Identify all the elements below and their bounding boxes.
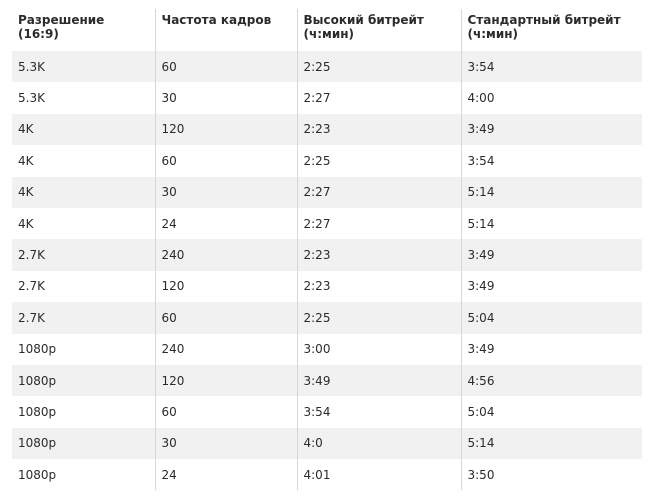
cell-standard-bitrate: 3:54 — [460, 145, 642, 177]
cell-resolution: 1080p — [12, 396, 155, 428]
table-row: 2.7K 240 2:23 3:49 — [12, 239, 642, 271]
cell-standard-bitrate: 5:14 — [460, 207, 642, 240]
cell-standard-bitrate: 3:49 — [460, 239, 642, 271]
table-row: 1080p 30 4:0 5:14 — [12, 427, 642, 460]
cell-resolution: 1080p — [12, 333, 155, 365]
cell-standard-bitrate: 5:04 — [460, 396, 642, 428]
cell-high-bitrate: 2:23 — [296, 239, 461, 271]
table-body: 5.3K 60 2:25 3:54 5.3K 30 2:27 4:00 4K 120 2:23 3:4… — [12, 51, 642, 491]
cell-frame-rate: 240 — [154, 333, 297, 365]
table-row: 4K 24 2:27 5:14 — [12, 207, 642, 240]
cell-resolution: 1080p — [12, 364, 155, 397]
cell-high-bitrate: 2:25 — [296, 51, 461, 83]
header-resolution: Разрешение (16:9) — [12, 9, 155, 51]
table-row: 4K 30 2:27 5:14 — [12, 176, 642, 208]
cell-resolution: 2.7K — [12, 239, 155, 271]
cell-frame-rate: 24 — [154, 459, 297, 491]
cell-high-bitrate: 3:49 — [296, 364, 461, 397]
cell-frame-rate: 30 — [154, 82, 297, 114]
cell-standard-bitrate: 5:14 — [460, 427, 642, 460]
cell-high-bitrate: 4:0 — [296, 427, 461, 460]
table-row: 5.3K 30 2:27 4:00 — [12, 82, 642, 114]
table-row: 1080p 120 3:49 4:56 — [12, 364, 642, 397]
header-high-bitrate: Высокий битрейт (ч:мин) — [296, 9, 461, 51]
cell-frame-rate: 30 — [154, 176, 297, 208]
cell-frame-rate: 60 — [154, 51, 297, 83]
cell-resolution: 4K — [12, 176, 155, 208]
cell-high-bitrate: 4:01 — [296, 459, 461, 491]
table-row: 4K 120 2:23 3:49 — [12, 113, 642, 146]
table-row: 2.7K 60 2:25 5:04 — [12, 302, 642, 334]
recording-time-table: Разрешение (16:9) Частота кадров Высокий… — [12, 9, 642, 491]
header-standard-bitrate: Стандартный битрейт (ч:мин) — [460, 9, 642, 51]
cell-standard-bitrate: 3:54 — [460, 51, 642, 83]
table-row: 4K 60 2:25 3:54 — [12, 145, 642, 177]
cell-resolution: 5.3K — [12, 82, 155, 114]
cell-standard-bitrate: 4:00 — [460, 82, 642, 114]
table-row: 1080p 60 3:54 5:04 — [12, 396, 642, 428]
cell-standard-bitrate: 3:49 — [460, 113, 642, 146]
cell-standard-bitrate: 4:56 — [460, 364, 642, 397]
cell-frame-rate: 60 — [154, 302, 297, 334]
cell-resolution: 4K — [12, 207, 155, 240]
cell-frame-rate: 120 — [154, 364, 297, 397]
cell-high-bitrate: 2:27 — [296, 207, 461, 240]
cell-high-bitrate: 3:54 — [296, 396, 461, 428]
cell-standard-bitrate: 3:50 — [460, 459, 642, 491]
cell-frame-rate: 120 — [154, 270, 297, 303]
cell-resolution: 1080p — [12, 427, 155, 460]
recording-time-table-container: Разрешение (16:9) Частота кадров Высокий… — [12, 9, 642, 491]
cell-resolution: 4K — [12, 113, 155, 146]
cell-resolution: 4K — [12, 145, 155, 177]
cell-high-bitrate: 2:27 — [296, 82, 461, 114]
cell-high-bitrate: 2:25 — [296, 145, 461, 177]
cell-high-bitrate: 2:27 — [296, 176, 461, 208]
table-row: 1080p 24 4:01 3:50 — [12, 459, 642, 491]
cell-frame-rate: 240 — [154, 239, 297, 271]
cell-frame-rate: 60 — [154, 145, 297, 177]
cell-frame-rate: 60 — [154, 396, 297, 428]
cell-frame-rate: 24 — [154, 207, 297, 240]
cell-high-bitrate: 2:23 — [296, 113, 461, 146]
cell-high-bitrate: 2:25 — [296, 302, 461, 334]
table-row: 5.3K 60 2:25 3:54 — [12, 51, 642, 83]
table-row: 2.7K 120 2:23 3:49 — [12, 270, 642, 303]
cell-standard-bitrate: 5:14 — [460, 176, 642, 208]
cell-resolution: 5.3K — [12, 51, 155, 83]
cell-high-bitrate: 3:00 — [296, 333, 461, 365]
table-header-row: Разрешение (16:9) Частота кадров Высокий… — [12, 9, 642, 51]
cell-resolution: 1080p — [12, 459, 155, 491]
cell-standard-bitrate: 5:04 — [460, 302, 642, 334]
cell-frame-rate: 30 — [154, 427, 297, 460]
cell-high-bitrate: 2:23 — [296, 270, 461, 303]
cell-frame-rate: 120 — [154, 113, 297, 146]
cell-resolution: 2.7K — [12, 270, 155, 303]
header-frame-rate: Частота кадров — [154, 9, 297, 51]
table-row: 1080p 240 3:00 3:49 — [12, 333, 642, 365]
cell-standard-bitrate: 3:49 — [460, 270, 642, 303]
cell-resolution: 2.7K — [12, 302, 155, 334]
cell-standard-bitrate: 3:49 — [460, 333, 642, 365]
